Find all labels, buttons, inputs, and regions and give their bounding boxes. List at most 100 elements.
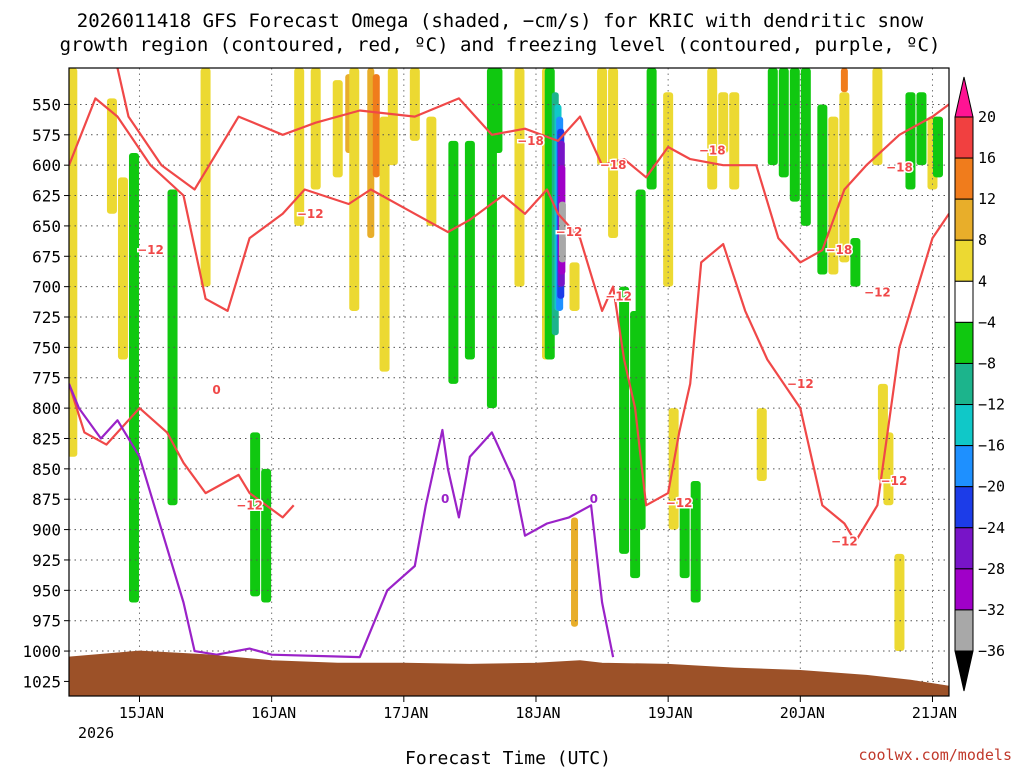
omega-cell bbox=[349, 68, 360, 311]
omega-cell bbox=[800, 68, 811, 226]
omega-cell bbox=[387, 68, 398, 166]
contour-label: −12 bbox=[666, 496, 693, 510]
contour-label: −12 bbox=[556, 225, 583, 239]
omega-cell bbox=[128, 153, 139, 603]
omega-cell bbox=[117, 177, 128, 360]
omega-cell bbox=[294, 68, 305, 226]
y-tick-label: 925 bbox=[32, 551, 61, 570]
y-tick-label: 850 bbox=[32, 460, 61, 479]
omega-cell bbox=[448, 140, 459, 384]
omega-cell bbox=[767, 68, 778, 166]
colorbar-bin bbox=[954, 280, 974, 323]
omega-cell bbox=[679, 505, 690, 579]
contour-label: −18 bbox=[699, 144, 726, 158]
colorbar-bin bbox=[954, 116, 974, 159]
omega-cell bbox=[409, 68, 420, 141]
colorbar-label: 20 bbox=[978, 108, 996, 126]
contour-label: 0 bbox=[212, 383, 220, 397]
contour-dgz_minus18 bbox=[116, 68, 949, 264]
omega-cell bbox=[789, 68, 800, 202]
contour-label: −12 bbox=[787, 377, 814, 391]
omega-cell bbox=[916, 92, 927, 166]
omega-cell bbox=[729, 92, 740, 190]
omega-cell bbox=[261, 468, 272, 603]
y-tick-label: 550 bbox=[32, 95, 61, 114]
omega-cell bbox=[894, 553, 905, 652]
x-axis-label: Forecast Time (UTC) bbox=[405, 748, 611, 768]
y-axis: 550 575 600 625 650 675 700 725 750 775 800 825 850 8… bbox=[22, 95, 69, 691]
x-tick-label: 18JAN bbox=[515, 704, 560, 722]
omega-cell bbox=[200, 68, 211, 287]
plot-frame bbox=[68, 67, 950, 697]
contour-label: −12 bbox=[137, 243, 164, 257]
contour-label: −12 bbox=[297, 207, 324, 221]
colorbar-label: 8 bbox=[978, 231, 987, 249]
omega-cell bbox=[646, 68, 657, 190]
omega-cell bbox=[571, 517, 579, 627]
colorbar-label: −4 bbox=[978, 313, 996, 331]
y-tick-label: 900 bbox=[32, 521, 61, 540]
omega-cell bbox=[106, 98, 117, 214]
omega-cell bbox=[310, 68, 321, 190]
y-tick-label: 1025 bbox=[22, 672, 61, 691]
contour-freezing_level_0 bbox=[69, 383, 615, 659]
contour-dgz_minus12 bbox=[69, 97, 949, 543]
contour-label: −18 bbox=[517, 134, 544, 148]
omega-cell bbox=[690, 480, 701, 603]
omega-cell bbox=[872, 68, 883, 166]
colorbar-label: 4 bbox=[978, 272, 987, 290]
x-tick-label: 21JAN bbox=[912, 704, 957, 722]
x-tick-label: 15JAN bbox=[119, 704, 164, 722]
colorbar-bin bbox=[954, 157, 974, 200]
omega-cell bbox=[840, 68, 848, 93]
chart-title-line-1: 2026011418 GFS Forecast Omega (shaded, −… bbox=[77, 10, 924, 32]
omega-cell bbox=[756, 408, 767, 481]
colorbar-label: −36 bbox=[978, 642, 1005, 660]
y-tick-label: 675 bbox=[32, 247, 61, 266]
contour-label: −12 bbox=[605, 289, 632, 303]
omega-cell bbox=[332, 80, 343, 178]
omega-cell bbox=[932, 116, 943, 178]
y-tick-label: 875 bbox=[32, 490, 61, 509]
contour-label: −18 bbox=[886, 161, 913, 175]
omega-cell bbox=[718, 92, 729, 154]
colorbar-bin bbox=[954, 362, 974, 406]
omega-cell bbox=[379, 116, 390, 372]
colorbar: 20 16 12 8 4 −4 −8 −12 −16 −20 −24 −28 −32 −36 bbox=[954, 76, 1005, 692]
y-tick-label: 600 bbox=[32, 156, 61, 175]
omega-cell bbox=[486, 68, 497, 409]
chart-title-line-2: growth region (contoured, red, ºC) and f… bbox=[60, 34, 941, 56]
ground-layer bbox=[69, 650, 949, 696]
omega-cell bbox=[828, 116, 839, 275]
colorbar-label: −28 bbox=[978, 560, 1005, 578]
colorbar-bin bbox=[954, 568, 974, 611]
omega-cell bbox=[167, 189, 178, 506]
colorbar-label: −8 bbox=[978, 354, 996, 372]
omega-cell bbox=[668, 408, 679, 530]
omega-cell bbox=[372, 74, 380, 178]
contour-label: 0 bbox=[441, 492, 449, 506]
omega-cell bbox=[817, 104, 828, 275]
omega-cell bbox=[778, 68, 789, 178]
contour-label: −12 bbox=[881, 474, 908, 488]
ground-surface bbox=[69, 650, 949, 696]
x-axis: 15JAN16JAN17JAN18JAN19JAN20JAN21JAN22JAN bbox=[119, 696, 957, 722]
contour-label: −12 bbox=[236, 498, 263, 512]
colorbar-bin bbox=[954, 239, 974, 282]
omega-shading-layer bbox=[69, 68, 943, 652]
contour-label: 0 bbox=[590, 492, 598, 506]
colorbar-bin bbox=[954, 486, 974, 529]
omega-cell bbox=[707, 68, 718, 190]
x-tick-label: 19JAN bbox=[648, 704, 693, 722]
omega-cell bbox=[635, 189, 646, 530]
y-tick-label: 650 bbox=[32, 217, 61, 236]
colorbar-label: 16 bbox=[978, 149, 996, 167]
colorbar-label: −24 bbox=[978, 519, 1005, 537]
y-tick-label: 625 bbox=[32, 187, 61, 206]
y-tick-label: 975 bbox=[32, 612, 61, 631]
contour-label: −12 bbox=[864, 286, 891, 300]
omega-cell bbox=[569, 262, 580, 311]
colorbar-bin bbox=[954, 609, 974, 652]
omega-cell bbox=[250, 432, 261, 597]
